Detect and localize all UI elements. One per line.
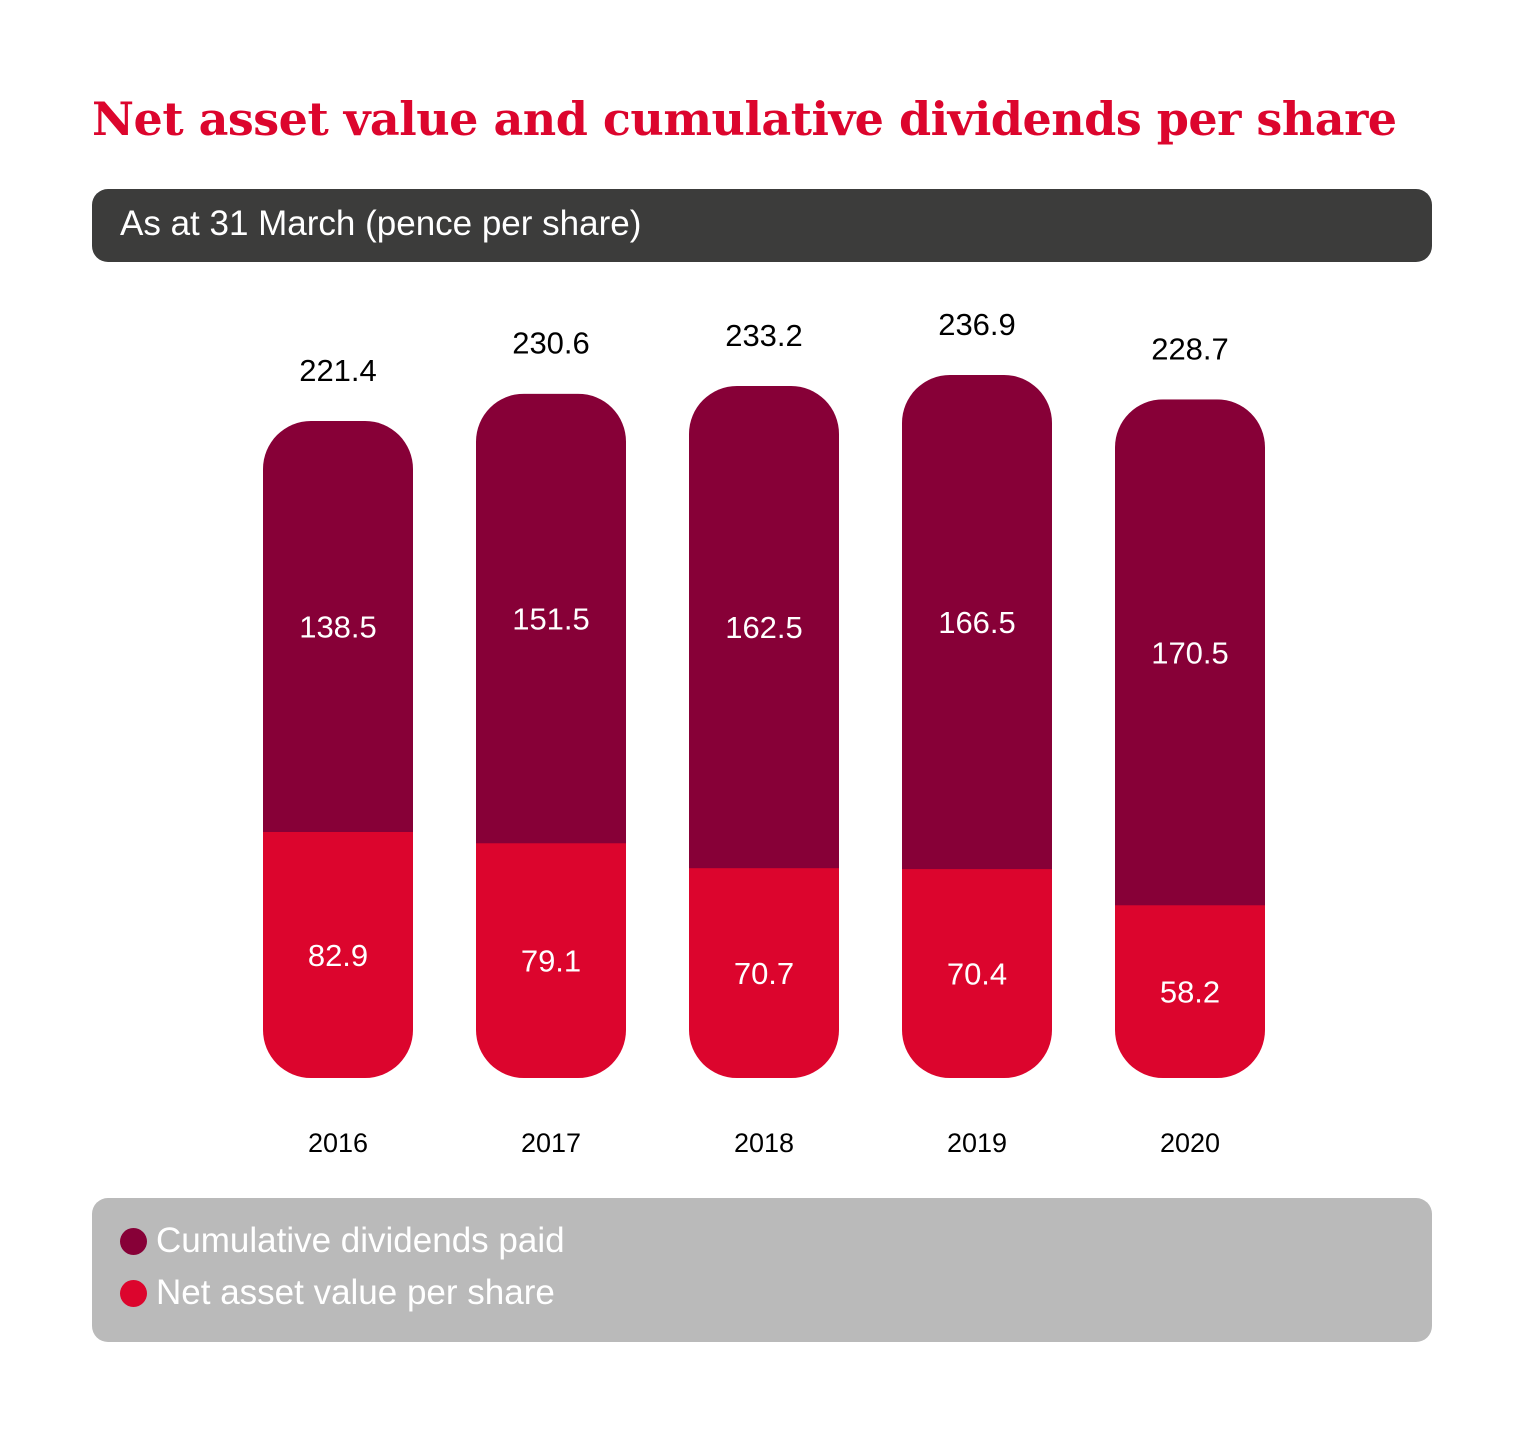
legend-label-dividends: Cumulative dividends paid bbox=[156, 1221, 565, 1260]
dividends-label-2019: 166.5 bbox=[938, 605, 1016, 640]
total-label-2020: 228.7 bbox=[1151, 331, 1229, 366]
bar-segment-dividends-2019 bbox=[902, 375, 1052, 871]
legend-item-dividends: Cumulative dividends paid bbox=[120, 1218, 565, 1264]
dividends-label-2020: 170.5 bbox=[1151, 635, 1229, 670]
x-tick-label-2019: 2019 bbox=[947, 1128, 1007, 1158]
x-tick-label-2018: 2018 bbox=[734, 1128, 794, 1158]
nav-label-2016: 82.9 bbox=[308, 938, 368, 973]
total-label-2019: 236.9 bbox=[938, 307, 1016, 342]
legend-label-nav: Net asset value per share bbox=[156, 1273, 555, 1312]
chart-subtitle: As at 31 March (pence per share) bbox=[120, 204, 642, 243]
nav-label-2017: 79.1 bbox=[521, 944, 581, 979]
legend-swatch-nav bbox=[120, 1279, 147, 1307]
total-label-2018: 233.2 bbox=[725, 318, 803, 353]
dividends-label-2016: 138.5 bbox=[299, 609, 377, 644]
bar-segment-dividends-2018 bbox=[689, 385, 839, 870]
bar-segment-nav-2016 bbox=[263, 831, 413, 1078]
bar-segment-nav-2020 bbox=[1115, 905, 1265, 1078]
x-tick-label-2017: 2017 bbox=[521, 1128, 581, 1158]
bar-segment-dividends-2016 bbox=[263, 420, 413, 833]
x-tick-label-2016: 2016 bbox=[308, 1128, 368, 1158]
total-label-2016: 221.4 bbox=[299, 353, 377, 388]
dividends-label-2018: 162.5 bbox=[725, 610, 803, 645]
bar-segment-dividends-2020 bbox=[1115, 399, 1265, 907]
nav-label-2019: 70.4 bbox=[947, 957, 1007, 992]
stacked-bar-chart: 221.4 138.5 82.9 2016 230.6 151.5 79.1 2017 233.… bbox=[263, 307, 1265, 1158]
chart-title: Net asset value and cumulative dividends… bbox=[92, 92, 1397, 146]
dividends-label-2017: 151.5 bbox=[512, 601, 590, 636]
bar-segment-nav-2019 bbox=[902, 869, 1052, 1078]
legend-swatch-dividends bbox=[120, 1227, 147, 1255]
x-tick-label-2020: 2020 bbox=[1160, 1128, 1220, 1158]
bar-segment-nav-2017 bbox=[476, 843, 626, 1078]
nav-label-2018: 70.7 bbox=[734, 956, 794, 991]
subtitle-bar: As at 31 March (pence per share) bbox=[92, 189, 1432, 262]
total-label-2017: 230.6 bbox=[512, 326, 590, 361]
legend-item-nav: Net asset value per share bbox=[120, 1270, 555, 1316]
nav-label-2020: 58.2 bbox=[1160, 975, 1220, 1010]
bar-segment-nav-2018 bbox=[689, 868, 839, 1078]
bar-segment-dividends-2017 bbox=[476, 393, 626, 845]
legend: Cumulative dividends paid Net asset valu… bbox=[92, 1198, 1432, 1342]
